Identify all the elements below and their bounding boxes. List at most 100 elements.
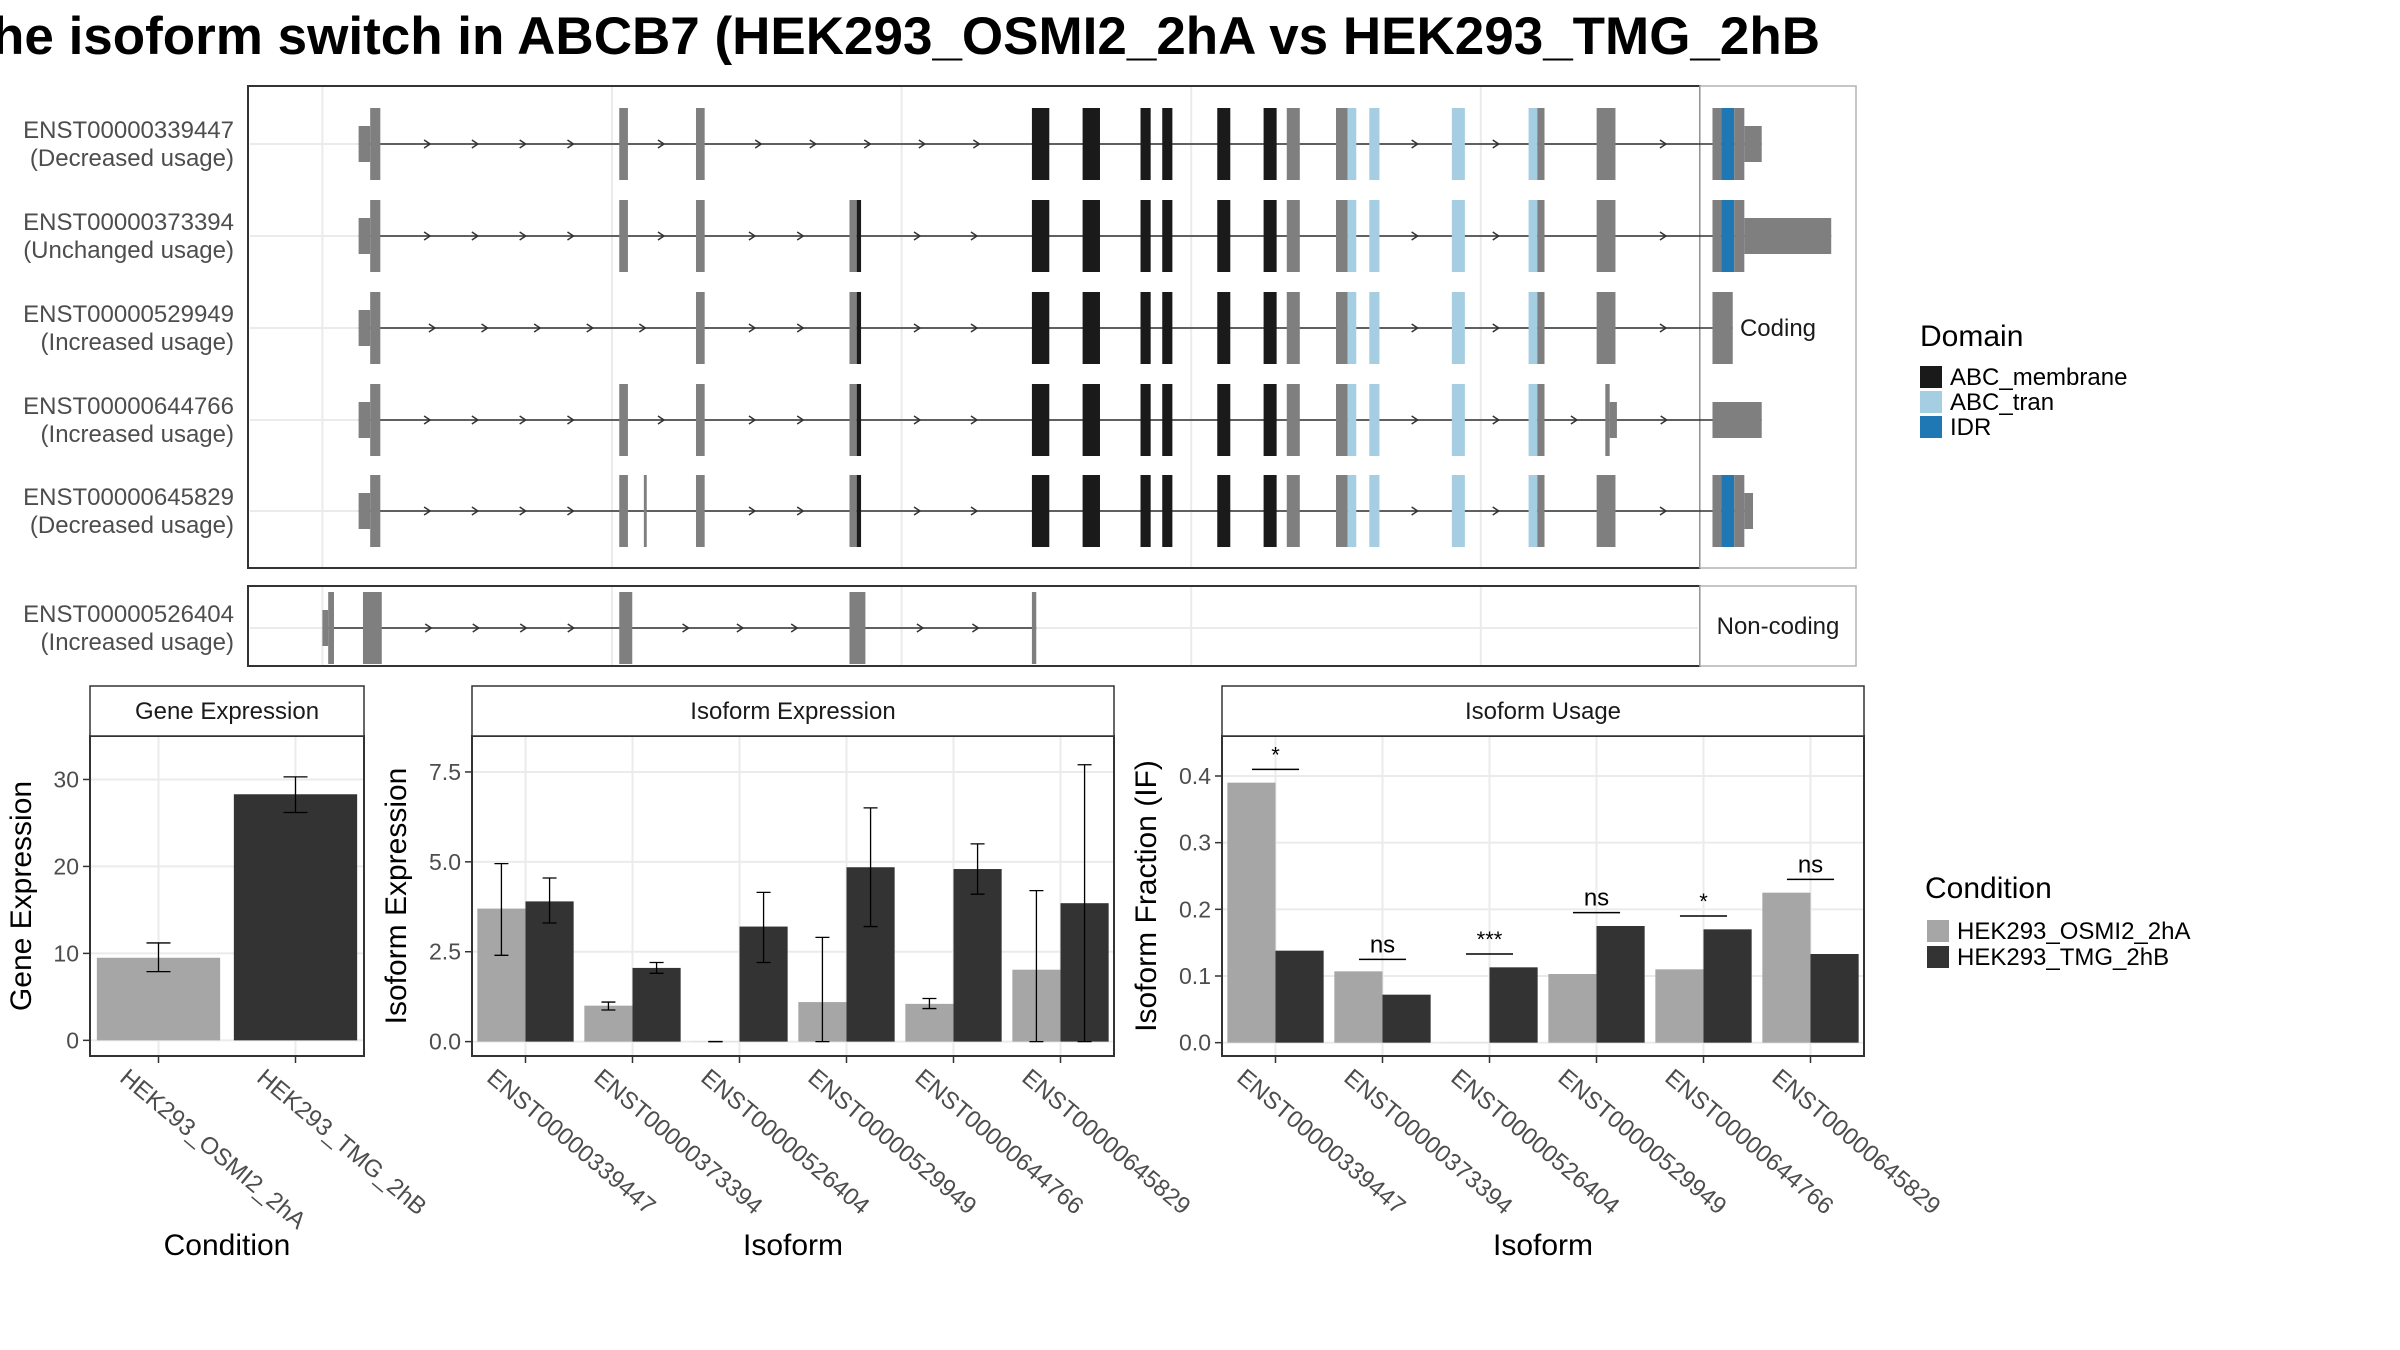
exon-ABC_tran [1347,475,1357,547]
y-tick-label: 5.0 [429,849,461,875]
exon-none [328,592,334,664]
noncoding-strip-label: Non-coding [1717,613,1840,640]
exon-ABC_membrane [856,475,862,547]
intron-arrow [519,231,528,241]
exon-IDR [1721,108,1735,180]
intron-arrow [471,415,480,425]
exon-none [1734,200,1745,272]
bar [1489,967,1538,1043]
exon-ABC_membrane [1162,384,1173,456]
intron-arrow [916,623,925,633]
intron-arrow [657,231,666,241]
exon-ABC_tran [1528,292,1538,364]
exon-none [1031,592,1037,664]
bar [1596,926,1645,1043]
exon-none [849,200,857,272]
isoform-expression-chart: Isoform Expression0.02.55.07.5ENST000003… [380,685,1196,1262]
intron-arrow [970,506,979,516]
exon-ABC_tran [1451,384,1465,456]
exon-none [849,292,857,364]
intron-arrow [1660,415,1669,425]
bar [1227,782,1276,1043]
exon-ABC_membrane [1082,384,1100,456]
exon-ABC_membrane [1217,475,1231,547]
exon-ABC_membrane [1217,200,1231,272]
transcript-ENST00000529949: ENST00000529949(Increased usage) [23,292,1733,364]
x-axis-title: Isoform [743,1229,843,1262]
exon-ABC_tran [1528,200,1538,272]
transcript-ENST00000373394: ENST00000373394(Unchanged usage) [23,200,1832,272]
exon-IDR [1721,475,1735,547]
intron-arrow [428,323,437,333]
exon-ABC_membrane [856,384,862,456]
exon-none [1537,108,1545,180]
intron-arrow [567,623,576,633]
exon-ABC_tran [1369,475,1380,547]
intron-arrow [1659,139,1668,149]
exon-ABC_tran [1369,292,1380,364]
y-tick-label: 0.2 [1179,896,1211,922]
exon-none [370,292,381,364]
intron-arrow [913,323,922,333]
error-bar [146,942,171,973]
y-tick-label: 30 [53,766,79,792]
intron-arrow [1411,139,1419,149]
exon-none [1744,126,1762,162]
exon-ABC_membrane [1162,200,1173,272]
y-tick-label: 0 [66,1027,79,1053]
exon-none [1596,108,1616,180]
intron-arrow [796,323,805,333]
error-bar [494,862,509,956]
exon-ABC_tran [1451,475,1465,547]
intron-arrow [423,415,432,425]
transcript-id-label: ENST00000526404 [23,601,234,628]
intron-arrow [918,139,927,149]
y-tick-label: 20 [53,853,79,879]
gene-structure-plot: ENST00000339447(Decreased usage) ENST0000… [23,87,1832,665]
exon-ABC_tran [1528,384,1538,456]
y-tick-label: 2.5 [429,939,461,965]
exon-ABC_tran [1347,292,1357,364]
exon-ABC_membrane [1140,475,1151,547]
legend-label: HEK293_TMG_2hB [1957,944,2169,971]
exon-ABC_tran [1528,108,1538,180]
exon-ABC_membrane [1217,292,1231,364]
intron-arrow [1570,415,1579,425]
exon-none [370,475,381,547]
bar [1762,892,1811,1043]
condition-legend-title: Condition [1925,872,2052,905]
error-bar [970,843,985,895]
exon-ABC_tran [1369,200,1380,272]
exon-ABC_membrane [1263,384,1277,456]
intron-arrow [471,506,480,516]
exon-none [1336,108,1348,180]
exon-ABC_membrane [1031,475,1050,547]
legend-label: HEK293_OSMI2_2hA [1957,918,2190,945]
exon-none [1712,475,1722,547]
transcript-ENST00000339447: ENST00000339447(Decreased usage) [23,108,1762,180]
exon-none [1596,200,1616,272]
transcript-id-label: ENST00000644766 [23,393,234,420]
intron-arrow [519,415,528,425]
exon-ABC_tran [1528,475,1538,547]
exon-ABC_membrane [1082,200,1100,272]
exon-ABC_tran [1369,108,1380,180]
exon-ABC_tran [1347,108,1357,180]
exon-none [1286,200,1300,272]
intron-arrow [471,139,480,149]
intron-arrow [809,139,818,149]
exon-none [849,384,857,456]
exon-none [619,384,628,456]
significance-label: * [1271,742,1280,767]
exon-none [1712,402,1762,438]
intron-arrow [1492,231,1501,241]
intron-arrow [586,323,595,333]
exon-ABC_membrane [1263,108,1277,180]
significance-label: ns [1798,851,1823,878]
exon-none [695,475,705,547]
intron-arrow [971,623,980,633]
exon-none [619,592,633,664]
exon-none [1537,384,1545,456]
